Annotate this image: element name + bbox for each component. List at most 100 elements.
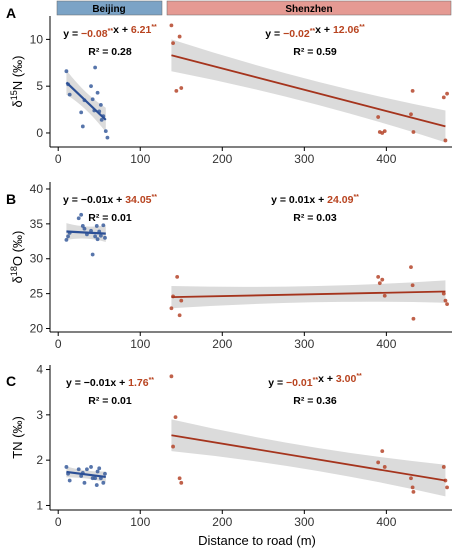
equation-part: ** [152,194,158,201]
point-shenzhen [409,265,413,270]
x-tick-label: 200 [212,337,232,351]
equation-part: ** [149,377,155,384]
x-tick-label: 200 [212,515,232,529]
point-shenzhen [175,274,180,279]
point-shenzhen [411,316,416,321]
y-axis-label: δ15N (‰) [9,56,25,108]
equation-part: ** [359,24,365,31]
y-axis-label: TN (‰) [10,416,25,459]
y-tick-label: 10 [30,32,44,46]
point-shenzhen [177,476,182,481]
point-shenzhen [441,291,446,296]
point-beijing [93,234,98,239]
fit-line-beijing [66,470,106,479]
point-shenzhen [169,23,174,28]
point-beijing [101,480,106,485]
x-tick-label: 300 [294,515,314,529]
point-beijing [90,97,95,102]
point-shenzhen [443,298,448,303]
point-beijing [105,135,110,140]
point-shenzhen [179,86,184,90]
point-beijing [66,234,70,239]
point-shenzhen [382,293,387,298]
point-beijing [99,117,104,122]
point-shenzhen [179,298,184,303]
point-shenzhen [410,283,415,288]
point-beijing [67,478,72,483]
point-shenzhen [445,91,449,96]
x-tick-label: 400 [376,152,396,166]
equation: y = 0.01x + 24.09** [271,194,359,206]
point-shenzhen [382,129,387,133]
point-shenzhen [445,485,449,490]
point-shenzhen [174,88,179,93]
r-squared: R² = 0.01 [88,395,132,407]
x-axis-label: Distance to road (m) [198,533,316,548]
point-beijing [64,238,69,242]
r-squared: R² = 0.36 [293,395,337,407]
equation: y = −0.01**x + 3.00** [268,373,362,389]
point-beijing [98,102,103,107]
equation: y = −0.01x + 34.05** [63,194,157,206]
point-shenzhen [445,302,449,306]
point-beijing [97,466,102,471]
equation-part: 6.21 [131,24,152,36]
point-shenzhen [441,465,446,469]
equation-part: x + [315,24,333,36]
point-shenzhen [376,460,381,465]
equation-part: y = 0.01x + [271,194,327,206]
strip-shenzhen [166,0,452,16]
fit-line-shenzhen [171,54,446,128]
equation: y = −0.08**x + 6.21** [63,24,157,40]
x-tick-label: 100 [130,337,150,351]
point-shenzhen [410,485,415,490]
r-squared: R² = 0.01 [88,212,132,224]
x-tick-label: 0 [55,152,62,166]
equation-part: y = [268,377,286,389]
point-shenzhen [169,374,174,379]
equation-part: x + [113,24,131,36]
point-shenzhen [411,130,416,134]
point-beijing [101,223,106,228]
x-tick-label: 0 [55,515,62,529]
equation-part: x + [318,373,336,385]
equation: y = −0.02**x + 12.06** [265,24,365,40]
equation-part: 34.05 [125,194,151,206]
panel-letter: A [6,5,16,21]
point-shenzhen [441,95,446,100]
point-shenzhen [380,277,385,282]
point-beijing [67,92,72,97]
y-tick-label: 2 [36,453,43,467]
strip-beijing [56,0,163,16]
point-beijing [64,69,69,74]
x-tick-label: 400 [376,337,396,351]
point-beijing [103,129,108,133]
point-beijing [80,124,85,129]
equation-part: −0.02 [283,28,310,40]
point-beijing [93,476,98,481]
y-tick-label: 0 [36,126,43,140]
equation: y = −0.01x + 1.76** [66,377,154,389]
fit-line-shenzhen [171,434,446,482]
equation-part: −0.01 [286,377,313,389]
y-tick-label: 25 [30,287,44,301]
equation-part: y = −0.01x + [63,194,125,206]
equation-part: ** [313,377,319,384]
equation-part: y = [63,28,81,40]
point-beijing [103,471,107,476]
y-tick-label: 1 [36,498,43,512]
r-squared: R² = 0.59 [293,46,337,58]
equation-part: ** [151,24,157,31]
point-beijing [95,469,100,474]
point-beijing [76,467,81,472]
point-beijing [94,224,99,228]
point-beijing [89,465,93,469]
y-axis-label: δ18O (‰) [9,231,25,284]
point-beijing [98,233,103,238]
x-tick-label: 100 [130,515,150,529]
point-shenzhen [179,480,184,485]
r-squared: R² = 0.28 [88,46,132,58]
equation-part: 24.09 [327,194,353,206]
